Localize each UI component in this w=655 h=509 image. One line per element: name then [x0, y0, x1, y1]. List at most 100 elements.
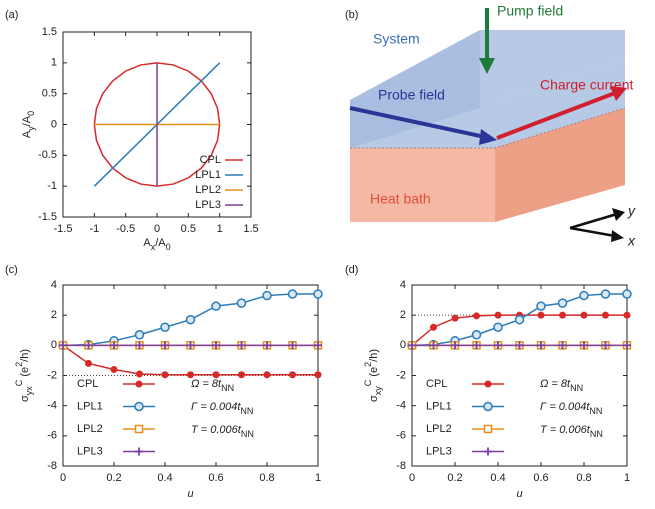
marker: [314, 371, 322, 379]
marker: [134, 330, 145, 340]
marker: [537, 341, 545, 350]
text-part: A: [143, 237, 151, 249]
text-part: yx: [24, 386, 34, 396]
panel-label: (a): [5, 9, 18, 21]
marker: [212, 371, 220, 379]
marker: [536, 301, 546, 311]
legend-label: LPL2: [195, 184, 221, 196]
marker: [161, 341, 169, 350]
x-arrow-head: [611, 230, 624, 242]
annotation: Γ = 0.004tNN: [540, 401, 602, 416]
legend-label: LPL3: [426, 445, 452, 457]
marker: [186, 341, 195, 350]
marker: [557, 298, 568, 308]
marker: [161, 371, 169, 379]
marker: [160, 322, 170, 332]
y-axis-label: σyxC (e2/h): [14, 349, 34, 402]
legend-label: CPL: [77, 378, 98, 390]
marker: [537, 311, 545, 319]
text-part: 2: [363, 362, 373, 367]
text-part: u: [187, 488, 193, 500]
legend-label: LPL1: [77, 400, 103, 412]
annotation: T = 0.006tNN: [191, 424, 254, 439]
marker: [237, 341, 246, 350]
marker: [471, 330, 482, 340]
system-left: [350, 30, 480, 148]
x-axis-label: x: [627, 233, 636, 249]
text-part: σ: [19, 395, 31, 402]
y-tick-label: -6: [47, 430, 57, 442]
marker: [602, 311, 609, 319]
marker: [110, 341, 118, 350]
text-part: T = 0.006t: [540, 424, 591, 436]
legend-marker: [483, 424, 493, 434]
legend-label: LPL3: [77, 445, 103, 457]
x-tick-label: 1: [217, 223, 223, 235]
x-tick-label: 0.6: [533, 472, 548, 484]
y-arrow-head: [612, 208, 625, 221]
legend-marker: [484, 447, 492, 456]
marker: [185, 314, 196, 325]
marker: [494, 341, 502, 350]
text-part: C: [363, 379, 373, 386]
y-tick-label: 0.5: [42, 88, 57, 100]
bath-label: Heat bath: [370, 191, 431, 207]
y-tick-label: -4: [396, 400, 406, 412]
text-part: T = 0.006t: [191, 424, 242, 436]
text-part: NN: [241, 429, 254, 439]
system-box: [350, 60, 625, 148]
annotation: Γ = 0.004tNN: [191, 401, 253, 416]
panel-label: (c): [5, 264, 18, 276]
marker: [622, 289, 632, 299]
legend-marker: [134, 401, 144, 412]
y-tick-label: -8: [396, 460, 406, 472]
marker: [84, 341, 93, 350]
text-part: NN: [570, 383, 583, 393]
legend-label: CPL: [200, 154, 221, 166]
text-part: Ω = 8t: [540, 378, 571, 390]
y-tick-label: 2: [51, 309, 57, 321]
series-line: [62, 344, 318, 376]
marker: [187, 371, 194, 379]
y-axis-arrow: [569, 212, 618, 230]
text-part: C: [14, 379, 24, 386]
annotation: Ω = 8tNN: [191, 378, 234, 393]
y-tick-label: 4: [51, 279, 57, 291]
marker: [601, 341, 610, 350]
marker: [85, 359, 92, 367]
y-axis-label: y: [627, 203, 636, 219]
marker: [580, 311, 588, 319]
x-axis-label: Ax/A0: [143, 237, 170, 252]
text-part: NN: [221, 383, 234, 393]
y-tick-label: 1.5: [42, 26, 57, 38]
marker: [135, 341, 144, 350]
x-tick-label: 1: [624, 472, 630, 484]
current-arrow-head: [610, 86, 627, 101]
y-tick-label: 2: [400, 309, 406, 321]
marker: [472, 341, 481, 350]
x-tick-label: -1.5: [54, 223, 73, 235]
x-tick-label: 0.2: [447, 472, 462, 484]
marker: [579, 290, 589, 301]
legend-marker: [135, 447, 143, 456]
legend-marker: [484, 380, 492, 388]
marker: [136, 370, 143, 378]
y-tick-label: -2: [396, 369, 406, 381]
x-tick-label: 0.8: [259, 472, 274, 484]
marker: [559, 311, 566, 319]
y-tick-label: 0: [51, 339, 57, 351]
marker: [287, 289, 298, 299]
y-tick-label: 0: [51, 118, 57, 130]
x-axis-arrow: [569, 226, 616, 238]
y-tick-label: -2: [47, 369, 57, 381]
current-arrow: [496, 91, 616, 140]
text-part: NN: [589, 406, 602, 416]
marker: [473, 312, 480, 320]
x-tick-label: 0.4: [490, 472, 505, 484]
marker: [429, 341, 438, 350]
marker: [515, 341, 524, 350]
marker: [289, 371, 296, 379]
marker: [514, 314, 525, 325]
text-part: Γ = 0.004t: [540, 401, 590, 413]
legend-label: LPL2: [426, 423, 452, 435]
